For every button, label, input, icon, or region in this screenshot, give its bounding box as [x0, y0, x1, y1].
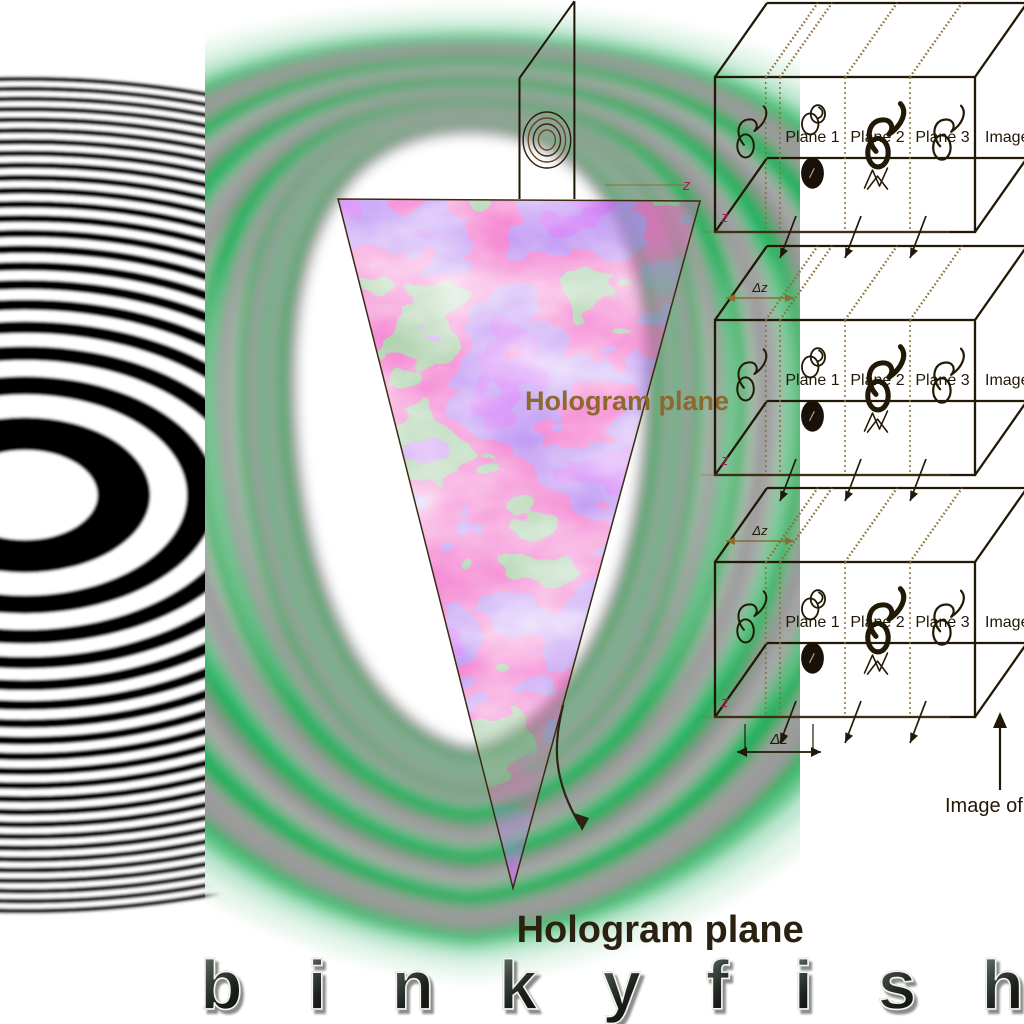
svg-text:z: z — [720, 452, 729, 469]
svg-text:z: z — [720, 209, 729, 226]
svg-text:Plane 2: Plane 2 — [850, 372, 904, 389]
svg-text:Δz: Δz — [751, 280, 768, 295]
svg-text:Plane 3: Plane 3 — [915, 372, 969, 389]
svg-text:Plane 2: Plane 2 — [850, 129, 904, 146]
svg-text:Plane 1: Plane 1 — [785, 614, 839, 631]
svg-text:Plane 1: Plane 1 — [785, 372, 839, 389]
svg-text:Plane 1: Plane 1 — [785, 129, 839, 146]
svg-text:Plane 3: Plane 3 — [915, 129, 969, 146]
svg-text:Image of Plane 3: Image of Plane 3 — [985, 614, 1024, 631]
svg-text:z: z — [720, 694, 729, 711]
svg-text:Plane 2: Plane 2 — [850, 614, 904, 631]
svg-text:Image of: Image of — [945, 795, 1023, 817]
svg-text:Hologram plane: Hologram plane — [525, 386, 729, 416]
svg-text:Image of Plane 1: Image of Plane 1 — [985, 129, 1024, 146]
svg-text:Δz: Δz — [769, 731, 788, 748]
svg-text:Plane 3: Plane 3 — [915, 614, 969, 631]
svg-text:Δz: Δz — [751, 523, 768, 538]
svg-text:Image of Plane 2: Image of Plane 2 — [985, 372, 1024, 389]
